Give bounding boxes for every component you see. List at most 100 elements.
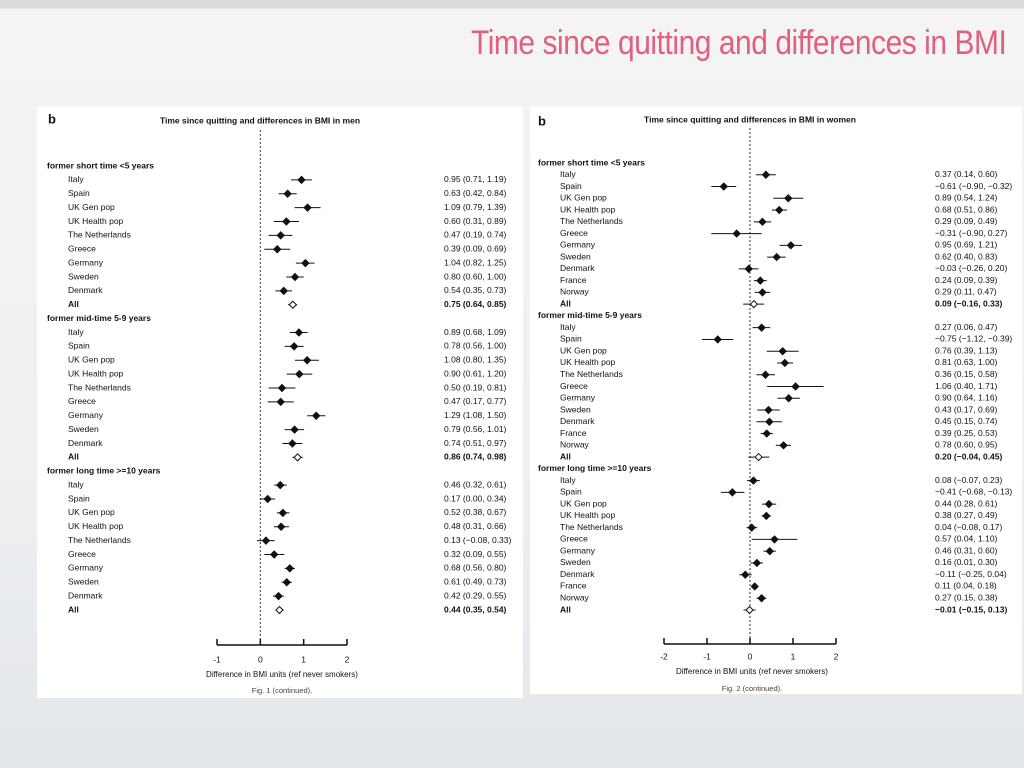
- value-label: 0.95 (0.71, 1.19): [444, 174, 507, 184]
- row-label: Spain: [68, 188, 90, 198]
- value-label: 0.09 (−0.16, 0.33): [935, 298, 1003, 308]
- value-label: 0.81 (0.63, 1.00): [935, 357, 998, 367]
- row-label: UK Health pop: [560, 510, 616, 520]
- estimate: [752, 558, 762, 568]
- value-label: 0.61 (0.49, 0.73): [444, 577, 507, 587]
- panel-label: b: [538, 113, 546, 128]
- value-label: 0.78 (0.60, 0.95): [935, 440, 998, 450]
- value-label: −0.01 (−0.15, 0.13): [935, 604, 1007, 614]
- x-tick-label: 1: [301, 654, 306, 664]
- estimate: [772, 252, 781, 262]
- estimate: [283, 189, 292, 198]
- estimate: [784, 194, 793, 203]
- estimate: [288, 300, 298, 309]
- x-tick-label: 1: [791, 651, 796, 661]
- value-label: 0.44 (0.28, 0.61): [935, 498, 998, 508]
- estimate: [269, 550, 279, 559]
- estimate: [732, 229, 741, 238]
- slide-title: Time since quitting and differences in B…: [470, 24, 1007, 62]
- estimate: [713, 335, 722, 344]
- estimate: [263, 494, 272, 504]
- row-label: France: [560, 581, 587, 591]
- estimate: [754, 452, 763, 462]
- value-label: 0.29 (0.11, 0.47): [935, 287, 997, 297]
- x-tick-label: -1: [703, 651, 711, 661]
- estimate: [282, 578, 291, 587]
- row-label: Norway: [560, 440, 590, 450]
- group-header: former short time <5 years: [538, 157, 645, 167]
- value-label: 0.44 (0.35, 0.54): [444, 604, 507, 614]
- row-label: Germany: [560, 545, 596, 555]
- estimate: [312, 411, 321, 420]
- estimate: [285, 564, 295, 573]
- x-tick-label: -1: [213, 654, 221, 664]
- value-label: 0.57 (0.04, 1.10): [935, 534, 998, 544]
- row-label: Greece: [68, 396, 96, 406]
- value-label: 0.86 (0.74, 0.98): [444, 452, 507, 462]
- value-label: 0.38 (0.27, 0.49): [935, 510, 998, 520]
- value-label: −0.03 (−0.26, 0.20): [935, 263, 1007, 273]
- estimate: [274, 591, 283, 601]
- estimate: [741, 570, 750, 579]
- value-label: 0.08 (−0.07, 0.23): [935, 475, 1003, 485]
- estimate: [303, 203, 312, 212]
- estimate: [756, 276, 765, 285]
- estimate: [786, 241, 796, 250]
- value-label: 1.04 (0.82, 1.25): [444, 257, 507, 267]
- row-label: The Netherlands: [560, 369, 623, 379]
- chart-title: Time since quitting and differences in B…: [160, 115, 360, 125]
- group-header: former short time <5 years: [47, 160, 154, 170]
- value-label: 0.52 (0.38, 0.67): [444, 507, 507, 517]
- estimate: [301, 258, 310, 268]
- row-label: Greece: [560, 534, 588, 544]
- estimate: [276, 522, 286, 531]
- row-label: All: [68, 299, 79, 309]
- value-label: 0.68 (0.51, 0.86): [935, 204, 998, 214]
- row-label: Germany: [68, 257, 104, 267]
- value-label: 0.43 (0.17, 0.69): [935, 404, 998, 414]
- value-label: 0.80 (0.60, 1.00): [444, 271, 507, 281]
- estimate: [293, 453, 302, 462]
- row-label: The Netherlands: [560, 522, 623, 532]
- value-label: 0.78 (0.56, 1.00): [444, 341, 507, 351]
- x-tick-label: -2: [660, 651, 668, 661]
- row-label: Sweden: [560, 404, 591, 414]
- row-label: France: [560, 428, 587, 438]
- row-label: Denmark: [68, 438, 103, 448]
- value-label: 0.39 (0.09, 0.69): [444, 244, 507, 254]
- row-label: All: [560, 298, 571, 308]
- estimate: [761, 170, 771, 179]
- row-label: The Netherlands: [68, 230, 131, 240]
- x-tick-label: 0: [258, 654, 263, 664]
- value-label: 0.95 (0.69, 1.21): [935, 240, 998, 250]
- value-label: 0.63 (0.42, 0.84): [444, 188, 507, 198]
- row-label: Germany: [560, 393, 596, 403]
- estimate: [775, 205, 784, 215]
- x-axis-label: Difference in BMI units (ref never smoke…: [206, 670, 358, 679]
- row-label: Italy: [68, 174, 84, 184]
- value-label: 0.50 (0.19, 0.81): [444, 382, 507, 392]
- row-label: Denmark: [560, 263, 595, 273]
- value-label: −0.41 (−0.68, −0.13): [935, 487, 1012, 497]
- value-label: 0.68 (0.56, 0.80): [444, 563, 507, 573]
- estimate: [290, 425, 299, 434]
- row-label: UK Gen pop: [560, 193, 607, 203]
- value-label: 0.36 (0.15, 0.58): [935, 369, 998, 379]
- value-label: 0.45 (0.15, 0.74): [935, 416, 998, 426]
- row-label: Italy: [560, 475, 576, 485]
- value-label: 0.90 (0.61, 1.20): [444, 368, 507, 378]
- row-label: Sweden: [560, 251, 591, 261]
- estimate: [282, 217, 291, 226]
- value-label: 0.32 (0.09, 0.55): [444, 549, 507, 559]
- value-label: 0.60 (0.31, 0.89): [444, 216, 507, 226]
- value-label: 0.75 (0.64, 0.85): [444, 299, 507, 309]
- row-label: UK Health pop: [560, 204, 616, 214]
- row-label: UK Gen pop: [68, 355, 115, 365]
- value-label: 0.79 (0.56, 1.01): [444, 424, 507, 434]
- estimate: [757, 323, 766, 332]
- row-label: Germany: [68, 563, 104, 573]
- value-label: 0.46 (0.32, 0.61): [444, 479, 507, 489]
- row-label: All: [68, 604, 79, 614]
